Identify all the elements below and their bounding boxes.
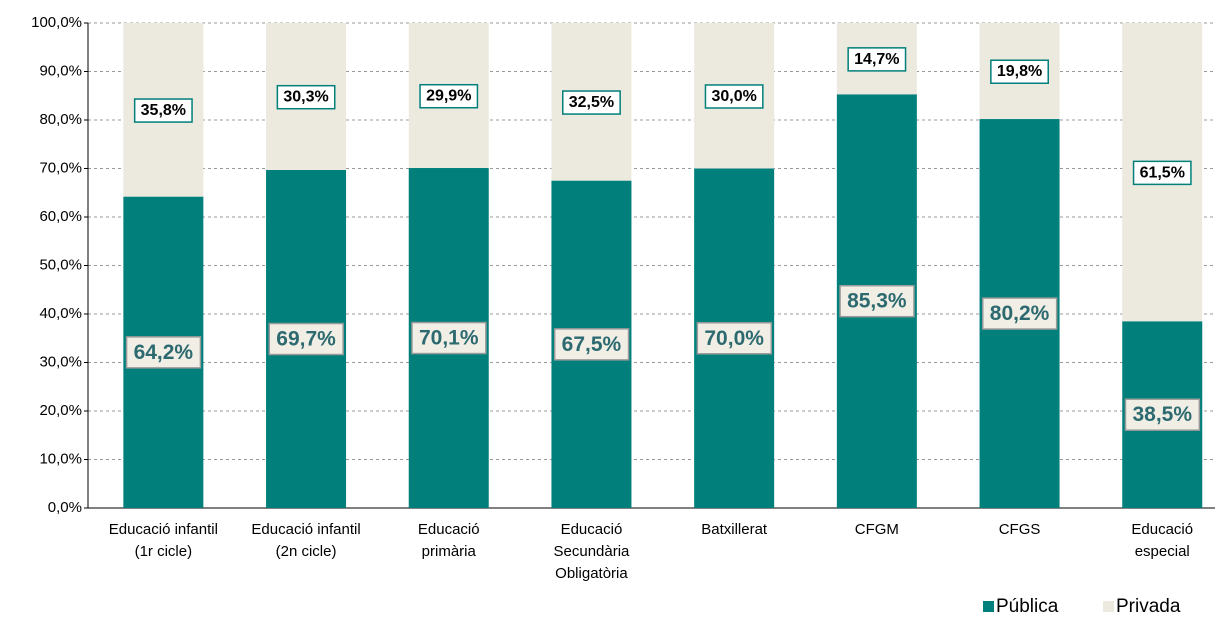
label-box bbox=[276, 84, 336, 110]
label-box bbox=[696, 322, 772, 355]
y-tick-label: 20,0% bbox=[39, 402, 82, 419]
value-label: 38,5% bbox=[1124, 398, 1201, 431]
value-label: 35,8% bbox=[133, 98, 193, 123]
label-box bbox=[1124, 398, 1201, 431]
data-label: 30,3% bbox=[283, 89, 328, 106]
x-tick-line: Batxillerat bbox=[701, 521, 768, 538]
data-label: 19,8% bbox=[997, 63, 1042, 80]
x-tick-label: CFGM bbox=[855, 521, 899, 538]
label-box bbox=[1132, 160, 1192, 186]
label-box bbox=[990, 59, 1049, 84]
legend-label: Pública bbox=[996, 596, 1059, 617]
value-label: 70,1% bbox=[411, 321, 487, 355]
data-label: 80,2% bbox=[990, 302, 1050, 325]
value-label: 14,7% bbox=[847, 47, 907, 72]
value-label: 29,9% bbox=[419, 83, 479, 109]
legend-swatch bbox=[983, 601, 994, 612]
x-tick-label: Educació infantil (1r cicle) bbox=[109, 521, 218, 560]
x-tick-line: Obligatòria bbox=[555, 565, 628, 582]
data-label: 35,8% bbox=[141, 102, 186, 119]
data-label: 85,3% bbox=[847, 290, 907, 313]
x-tick-label: Educació primària bbox=[418, 521, 480, 560]
y-tick-label: 60,0% bbox=[39, 208, 82, 225]
label-box bbox=[562, 90, 621, 115]
y-tick-label: 10,0% bbox=[39, 450, 82, 467]
x-tick-line: especial bbox=[1135, 543, 1190, 560]
x-tick-label: Educació especial bbox=[1131, 521, 1193, 560]
x-tick-line: CFGM bbox=[855, 521, 899, 538]
label-box bbox=[133, 98, 193, 123]
data-label: 70,1% bbox=[419, 327, 479, 350]
y-tick-label: 40,0% bbox=[39, 305, 82, 322]
label-box bbox=[268, 322, 344, 356]
x-tick-line: Secundària bbox=[554, 543, 631, 560]
x-tick-label: Educació infantil (2n cicle) bbox=[251, 521, 360, 560]
data-label: 38,5% bbox=[1132, 403, 1192, 426]
x-tick-line: CFGS bbox=[999, 521, 1041, 538]
value-label: 64,2% bbox=[125, 336, 202, 369]
label-box bbox=[553, 328, 630, 361]
data-label: 69,7% bbox=[276, 328, 336, 351]
label-box bbox=[419, 83, 479, 109]
y-tick-label: 100,0% bbox=[31, 14, 82, 31]
value-label: 69,7% bbox=[268, 322, 344, 356]
x-tick-line: Educació bbox=[561, 521, 623, 538]
x-tick-label: CFGS bbox=[999, 521, 1041, 538]
x-tick-line: Educació bbox=[1131, 521, 1193, 538]
value-label: 19,8% bbox=[990, 59, 1049, 84]
x-tick-line: (1r cicle) bbox=[135, 543, 193, 560]
x-tick-line: Educació infantil bbox=[109, 521, 218, 538]
value-label: 32,5% bbox=[562, 90, 621, 115]
y-tick-label: 50,0% bbox=[39, 256, 82, 273]
y-tick-label: 90,0% bbox=[39, 62, 82, 79]
label-box bbox=[847, 47, 907, 72]
value-label: 85,3% bbox=[839, 284, 915, 318]
x-tick-line: primària bbox=[422, 543, 477, 560]
x-tick-line: (2n cicle) bbox=[276, 543, 337, 560]
data-label: 14,7% bbox=[854, 51, 899, 68]
data-label: 67,5% bbox=[562, 333, 622, 356]
x-tick-line: Educació bbox=[418, 521, 480, 538]
data-label: 30,0% bbox=[711, 88, 756, 105]
value-label: 80,2% bbox=[982, 297, 1058, 330]
x-tick-label: Educació Secundària Obligatòria bbox=[554, 521, 631, 582]
data-label: 61,5% bbox=[1140, 164, 1185, 181]
y-tick-label: 80,0% bbox=[39, 111, 82, 128]
legend-swatch bbox=[1103, 601, 1114, 612]
data-label: 29,9% bbox=[426, 88, 471, 105]
y-tick-label: 0,0% bbox=[48, 499, 82, 516]
label-box bbox=[839, 284, 915, 318]
label-box bbox=[411, 321, 487, 355]
label-box bbox=[125, 336, 202, 369]
label-box bbox=[704, 84, 764, 109]
legend-label: Privada bbox=[1116, 596, 1181, 617]
value-label: 30,0% bbox=[704, 84, 764, 109]
x-tick-line: Educació infantil bbox=[251, 521, 360, 538]
value-label: 67,5% bbox=[553, 328, 630, 361]
data-label: 64,2% bbox=[134, 341, 194, 364]
y-tick-label: 70,0% bbox=[39, 159, 82, 176]
x-tick-label: Batxillerat bbox=[701, 521, 768, 538]
y-tick-label: 30,0% bbox=[39, 353, 82, 370]
value-label: 70,0% bbox=[696, 322, 772, 355]
data-label: 32,5% bbox=[569, 94, 614, 111]
value-label: 61,5% bbox=[1132, 160, 1192, 186]
label-box bbox=[982, 297, 1058, 330]
data-label: 70,0% bbox=[704, 327, 764, 350]
value-label: 30,3% bbox=[276, 84, 336, 110]
